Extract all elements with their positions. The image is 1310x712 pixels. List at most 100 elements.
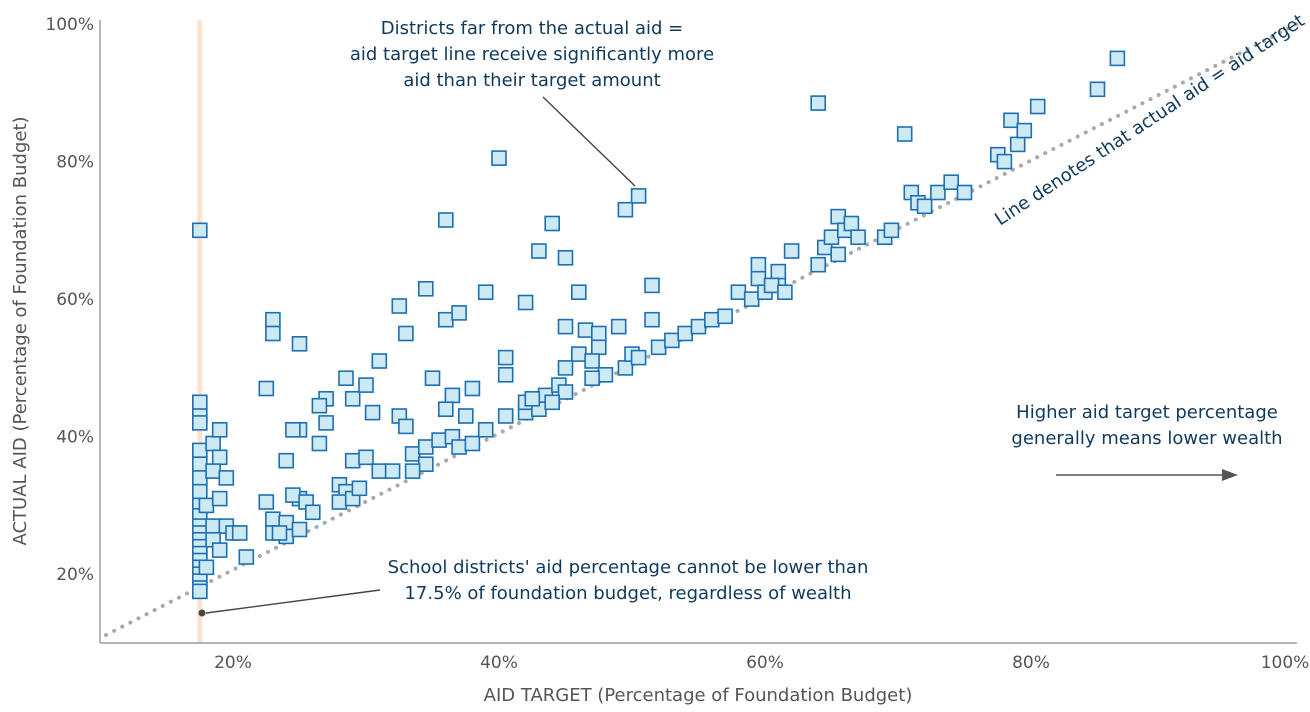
scatter-point (491, 150, 507, 166)
scatter-point (231, 525, 248, 541)
arrow-right-icon (1056, 469, 1238, 481)
scatter-point (577, 322, 594, 338)
y-tick-label: 80% (56, 153, 94, 173)
scatter-point (1089, 81, 1106, 98)
scatter-point (351, 480, 368, 497)
scatter-point (557, 318, 574, 335)
scatter-point (192, 583, 208, 600)
scatter-point (371, 353, 388, 369)
reference-band-17-5 (197, 20, 203, 643)
scatter-point (444, 387, 461, 404)
scatter-point (358, 377, 374, 393)
scatter-point (391, 298, 408, 314)
x-tick-label: 60% (746, 653, 784, 673)
scatter-point (664, 332, 680, 349)
scatter-point (371, 463, 388, 479)
annotation-minimum-aid: School districts' aid percentage cannot … (388, 557, 869, 604)
scatter-point (584, 370, 600, 387)
scatter-point (570, 284, 587, 301)
scatter-point (610, 318, 627, 335)
scatter-point (417, 439, 434, 455)
scatter-point (630, 349, 647, 366)
data-points (192, 50, 1126, 600)
scatter-point (192, 394, 208, 411)
scatter-point (398, 325, 414, 342)
annotation-far-from-line: Districts far from the actual aid = aid t… (350, 18, 714, 91)
scatter-point (291, 521, 308, 538)
scatter-point (717, 308, 733, 325)
scatter-point (557, 384, 574, 400)
x-axis-ticks: 20% 40% 60% 80% 100% (214, 653, 1309, 673)
scatter-point (810, 95, 827, 111)
leader-line-minimum-aid (205, 589, 381, 614)
annotation-wealth: Higher aid target percentage generally me… (1011, 402, 1282, 449)
scatter-point (783, 243, 800, 259)
scatter-point (291, 335, 308, 352)
scatter-point (437, 212, 454, 228)
scatter-point (597, 366, 614, 383)
scatter-point (703, 311, 720, 328)
scatter-point (850, 229, 866, 245)
scatter-point (883, 222, 900, 239)
scatter-point (617, 201, 634, 218)
scatter-point (285, 487, 301, 503)
scatter-point (843, 215, 860, 232)
x-tick-label: 80% (1012, 653, 1050, 673)
scatter-point (265, 325, 281, 342)
scatter-point (457, 408, 474, 424)
scatter-point (192, 483, 208, 500)
scatter-point (1009, 136, 1026, 153)
scatter-point (677, 325, 694, 342)
scatter-point (916, 198, 933, 215)
scatter-point (211, 490, 228, 507)
annotation-diagonal-label: Line denotes that actual aid = aid targe… (991, 10, 1308, 230)
scatter-point (823, 229, 840, 245)
scatter-point (956, 184, 973, 201)
scatter-point (344, 390, 361, 407)
scatter-point (398, 418, 414, 435)
scatter-point (617, 360, 634, 376)
x-tick-label: 20% (214, 653, 252, 673)
scatter-point (810, 256, 827, 273)
y-tick-label: 40% (56, 428, 94, 448)
scatter-point (417, 456, 434, 473)
scatter-point (311, 397, 328, 414)
scatter-point (318, 415, 334, 431)
scatter-point (464, 435, 481, 452)
scatter-point (338, 370, 354, 387)
scatter-point (590, 339, 607, 356)
x-tick-label: 40% (480, 653, 518, 673)
scatter-point (557, 360, 574, 376)
scatter-point (544, 215, 561, 232)
scatter-point (830, 246, 847, 263)
y-tick-label: 20% (56, 565, 94, 585)
y-tick-label: 60% (56, 290, 94, 310)
scatter-point (238, 549, 255, 565)
y-tick-label: 100% (45, 15, 94, 35)
scatter-point (464, 380, 481, 397)
scatter-point (996, 153, 1013, 170)
x-tick-label: 100% (1261, 653, 1310, 673)
scatter-point (524, 390, 541, 407)
leader-dot-minimum-aid (198, 609, 206, 617)
scatter-point (258, 380, 275, 397)
scatter-point (192, 442, 208, 459)
y-axis-ticks: 20% 40% 60% 80% 100% (45, 15, 94, 585)
scatter-point (777, 284, 793, 301)
scatter-point (278, 452, 295, 469)
scatter-point (644, 277, 660, 294)
scatter-point (630, 188, 647, 204)
scatter-point (570, 346, 587, 362)
x-axis-title: AID TARGET (Percentage of Foundation Bud… (484, 685, 913, 706)
scatter-point (517, 294, 534, 311)
scatter-point (211, 542, 228, 558)
scatter-point (650, 339, 667, 356)
scatter-point (557, 250, 574, 266)
scatter-point (451, 439, 467, 455)
scatter-point (265, 311, 281, 328)
scatter-point (437, 401, 454, 418)
scatter-point (477, 284, 494, 301)
scatter-point (763, 277, 780, 294)
scatter-point (218, 470, 235, 486)
